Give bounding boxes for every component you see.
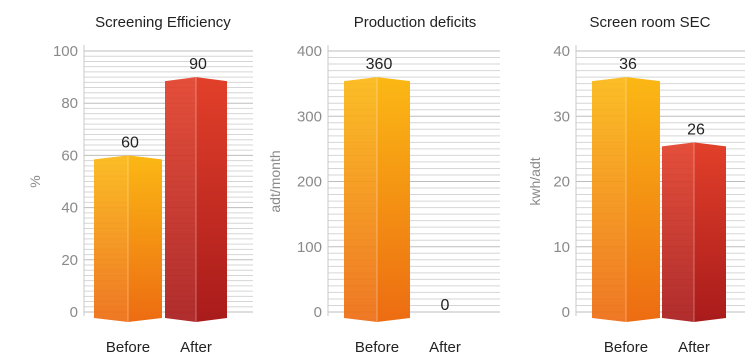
y-tick-label: 100 xyxy=(53,43,78,60)
chart-title: Production deficits xyxy=(354,14,477,31)
data-label-after: 90 xyxy=(189,56,207,73)
data-label-after: 0 xyxy=(441,297,450,314)
data-label-before: 36 xyxy=(619,56,637,73)
bar-before xyxy=(592,77,660,322)
y-axis-label: % xyxy=(27,175,43,187)
y-tick-label: 40 xyxy=(61,200,78,217)
y-tick-label: 40 xyxy=(553,43,570,60)
y-tick-label: 60 xyxy=(61,147,78,164)
y-tick-label: 400 xyxy=(297,43,322,60)
y-tick-label: 0 xyxy=(562,304,570,321)
y-axis-label: kwh/adt xyxy=(527,157,543,205)
y-tick-label: 30 xyxy=(553,108,570,125)
y-axis-label: adt/month xyxy=(267,150,283,212)
chart-title: Screen room SEC xyxy=(590,14,711,31)
chart-title: Screening Efficiency xyxy=(95,14,231,31)
x-tick-label-after: After xyxy=(678,339,710,356)
data-label-after: 26 xyxy=(687,121,705,138)
y-tick-label: 20 xyxy=(553,174,570,191)
bar-after xyxy=(662,142,726,322)
bar-before xyxy=(344,77,410,322)
x-tick-label-after: After xyxy=(429,339,461,356)
y-tick-label: 20 xyxy=(61,252,78,269)
y-tick-label: 100 xyxy=(297,239,322,256)
y-tick-label: 200 xyxy=(297,174,322,191)
x-tick-label-after: After xyxy=(180,339,212,356)
data-label-before: 60 xyxy=(121,134,139,151)
y-tick-label: 0 xyxy=(314,304,322,321)
chart-screening-efficiency: Screening Efficiency % Before After 60 9… xyxy=(27,14,253,356)
chart-production-deficits: Production deficits adt/month Before Aft… xyxy=(267,14,500,356)
y-tick-label: 80 xyxy=(61,95,78,112)
data-label-before: 360 xyxy=(366,56,393,73)
x-tick-label-before: Before xyxy=(604,339,648,356)
y-tick-label: 10 xyxy=(553,239,570,256)
bar-before xyxy=(94,155,162,322)
x-tick-label-before: Before xyxy=(106,339,150,356)
x-tick-label-before: Before xyxy=(355,339,399,356)
y-tick-label: 300 xyxy=(297,108,322,125)
bar-after xyxy=(165,77,227,322)
chart-screen-room-sec: Screen room SEC kwh/adt Before After 36 … xyxy=(527,14,745,356)
y-tick-label: 0 xyxy=(70,304,78,321)
